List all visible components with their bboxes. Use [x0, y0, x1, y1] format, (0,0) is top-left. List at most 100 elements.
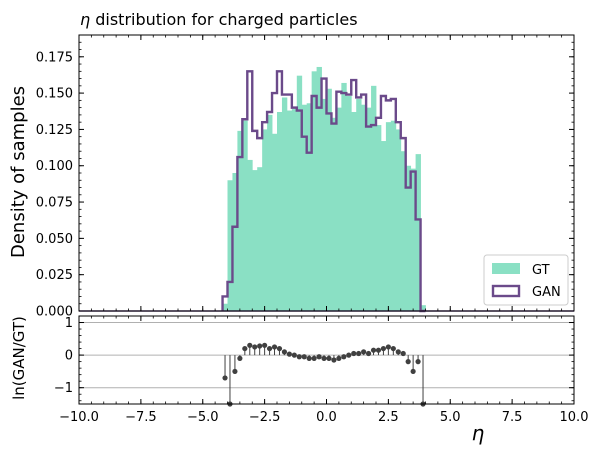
gt-bar: [272, 133, 278, 311]
y-tick-label: 0.175: [36, 50, 73, 65]
ratio-point: [262, 342, 268, 348]
ratio-point: [326, 355, 332, 361]
x-tick-label: 2.5: [378, 410, 399, 425]
gt-bar: [400, 151, 407, 311]
ratio-point: [415, 359, 421, 365]
ratio-y-tick-label: 1: [65, 316, 73, 331]
bottom-panel-frame: [78, 315, 575, 405]
gt-bar: [252, 170, 258, 311]
y-tick-label: 0.000: [36, 305, 73, 320]
ratio-point: [331, 357, 337, 363]
ratio-point: [232, 368, 238, 375]
ratio-point: [356, 350, 362, 357]
gt-bar: [356, 98, 362, 311]
ratio-point: [410, 368, 416, 375]
gt-bar: [415, 154, 421, 311]
gt-bar: [410, 168, 416, 311]
gt-bar: [227, 180, 233, 311]
ratio-point: [336, 355, 342, 361]
gt-bar: [247, 159, 253, 311]
gan-step-line: [221, 70, 426, 313]
gt-bar: [321, 98, 327, 311]
y-tick-label: 0.025: [36, 268, 73, 283]
gt-bar: [366, 107, 372, 311]
ratio-point: [361, 349, 367, 355]
gt-bar: [420, 305, 426, 311]
x-tick-label: 5.0: [440, 410, 461, 425]
ratio-point: [400, 350, 406, 357]
gt-bar: [371, 85, 377, 311]
legend-gt-label: GT: [532, 263, 550, 278]
chart-title: η distribution for charged particles: [80, 10, 358, 29]
x-tick-label: 7.5: [502, 410, 523, 425]
gt-bar: [277, 111, 283, 311]
gt-bar: [222, 303, 228, 311]
ratio-point: [247, 342, 253, 348]
ratio-point: [271, 344, 278, 350]
ratio-y-tick-label: 0: [65, 349, 73, 364]
ratio-point: [351, 350, 357, 357]
gt-bar: [306, 103, 313, 311]
ratio-point: [316, 354, 322, 360]
ratio-point: [370, 347, 377, 353]
gt-bar: [405, 165, 412, 311]
ratio-point: [296, 354, 302, 360]
legend-gan-swatch: [491, 284, 521, 298]
gt-bar: [380, 141, 387, 311]
ratio-point: [306, 355, 312, 361]
ratio-point: [281, 349, 288, 355]
x-tick-label: −5.0: [187, 410, 219, 425]
gt-bar: [242, 120, 248, 311]
gt-bar: [262, 129, 268, 311]
top-y-axis-label: Density of samples: [8, 86, 29, 258]
x-axis-label: η: [472, 421, 485, 445]
gt-bar: [351, 111, 357, 311]
gt-bar: [331, 117, 337, 311]
ratio-point: [390, 345, 396, 352]
x-tick-label: −10.0: [59, 410, 99, 425]
ratio-point: [252, 344, 258, 350]
ratio-point: [346, 352, 352, 358]
gt-bar: [281, 97, 288, 311]
ratio-point: [242, 345, 248, 352]
legend: GT GAN: [483, 254, 569, 306]
ratio-point: [301, 354, 307, 360]
bottom-y-axis-label: ln(GAN/GT): [10, 316, 28, 400]
ratio-point: [395, 349, 401, 355]
chart-title-text: distribution for charged particles: [90, 10, 357, 29]
gt-bar: [257, 167, 263, 311]
y-tick-label: 0.050: [36, 232, 73, 247]
ratio-y-tick-label: −1: [54, 381, 73, 396]
ratio-point: [375, 347, 382, 353]
gt-bar: [291, 109, 298, 311]
ratio-point: [257, 343, 263, 349]
x-tick-label: −7.5: [125, 410, 157, 425]
ratio-point: [341, 354, 347, 360]
ratio-point: [276, 345, 283, 352]
y-tick-label: 0.150: [36, 87, 73, 102]
ratio-point: [385, 344, 391, 350]
gt-bar: [286, 110, 293, 312]
ratio-point: [222, 375, 228, 381]
ratio-point: [321, 355, 327, 361]
ratio-point: [291, 352, 297, 358]
gt-bar: [336, 107, 342, 311]
y-tick-label: 0.100: [36, 159, 73, 174]
x-tick-label: 0.0: [316, 410, 337, 425]
legend-gt-swatch: [492, 263, 520, 274]
gt-bar: [326, 88, 332, 311]
gt-bar: [296, 75, 303, 312]
ratio-point: [405, 359, 411, 365]
gt-bar: [237, 130, 243, 311]
ratio-point: [286, 351, 292, 357]
ratio-point: [380, 345, 387, 352]
gt-bar: [385, 122, 392, 311]
x-tick-label: −2.5: [249, 410, 281, 425]
gt-bar: [395, 129, 402, 311]
gt-bar: [232, 173, 238, 311]
gt-bar: [341, 82, 347, 311]
gt-bar: [301, 104, 308, 311]
gt-bar: [361, 104, 367, 311]
